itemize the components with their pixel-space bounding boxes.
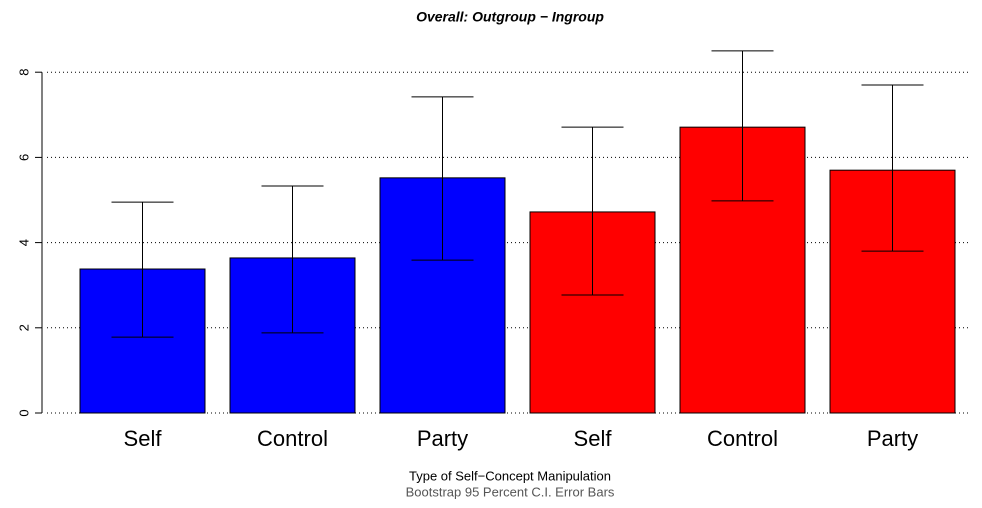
chart-title: Overall: Outgroup − Ingroup bbox=[416, 9, 604, 25]
x-tick-label: Self bbox=[124, 426, 163, 451]
subtitle: Bootstrap 95 Percent C.I. Error Bars bbox=[406, 484, 615, 499]
y-tick-label: 2 bbox=[16, 324, 31, 331]
x-tick-label: Self bbox=[574, 426, 613, 451]
y-tick-label: 0 bbox=[16, 409, 31, 416]
x-tick-label: Party bbox=[867, 426, 918, 451]
y-tick-label: 4 bbox=[16, 239, 31, 246]
x-tick-label: Control bbox=[257, 426, 328, 451]
y-tick-label: 8 bbox=[16, 69, 31, 76]
x-tick-label: Control bbox=[707, 426, 778, 451]
x-tick-label: Party bbox=[417, 426, 468, 451]
x-axis-label: Type of Self−Concept Manipulation bbox=[409, 468, 611, 483]
y-tick-label: 6 bbox=[16, 154, 31, 161]
